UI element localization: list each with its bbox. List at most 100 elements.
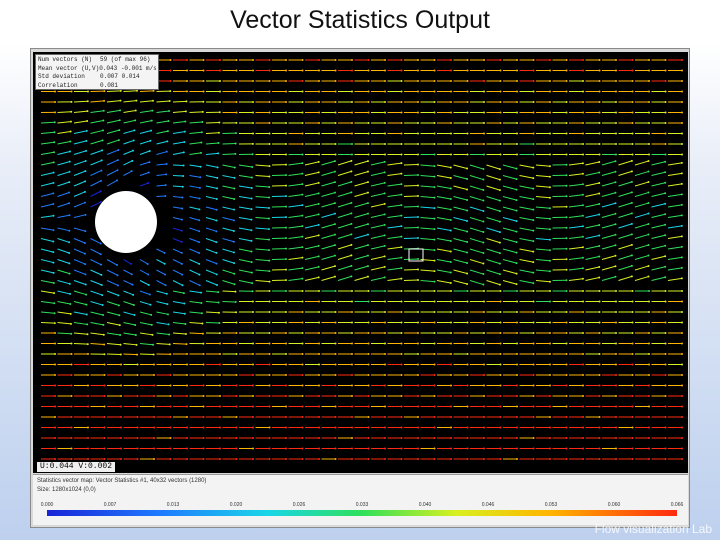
vector-arrow-head <box>565 247 568 250</box>
vector-arrow-head <box>69 120 72 123</box>
stats-value: 59 (of max 96) <box>100 56 151 63</box>
vector-arrow-head <box>417 300 419 303</box>
vector-arrow-head <box>334 353 337 355</box>
vector-arrow-head <box>400 122 403 124</box>
vector-field-display[interactable] <box>33 52 688 473</box>
vector-arrow <box>535 248 550 251</box>
vector-arrow-head <box>516 132 518 135</box>
vector-arrow-head <box>516 59 518 61</box>
vector-arrow-head <box>482 241 485 244</box>
vector-arrow-head <box>549 153 551 156</box>
vector-arrow-head <box>681 122 683 124</box>
vector-arrow-head <box>285 143 287 145</box>
vector-arrow-head <box>499 447 502 450</box>
vector-arrow-head <box>615 353 617 355</box>
vector-arrow <box>205 121 220 124</box>
vector-arrow-head <box>614 212 617 215</box>
vector-arrow-head <box>70 110 73 113</box>
vector-arrow-head <box>631 153 634 156</box>
vector-arrow <box>123 290 134 296</box>
vector-arrow-head <box>482 252 485 255</box>
vector-arrow-head <box>483 80 485 82</box>
vector-arrow-head <box>285 101 287 103</box>
vector-arrow <box>304 161 319 166</box>
vector-arrow-head <box>117 139 120 142</box>
vector-arrow-head <box>516 143 518 145</box>
vector-arrow-head <box>102 313 105 316</box>
vector-arrow-head <box>351 111 353 114</box>
vector-arrow-head <box>648 332 650 334</box>
vector-arrow-head <box>499 311 502 313</box>
vector-arrow-head <box>284 163 287 166</box>
stats-label: Mean vector (U,V) <box>38 64 100 72</box>
vector-arrow-head <box>198 197 201 200</box>
vector-arrow-head <box>664 101 667 103</box>
vector-arrow-head <box>252 321 254 324</box>
vector-arrow-head <box>318 80 320 82</box>
vector-arrow <box>535 185 550 188</box>
stats-value: 0.081 <box>100 81 119 89</box>
vector-arrow <box>618 170 633 176</box>
vector-arrow-head <box>383 160 386 163</box>
vector-arrow-head <box>417 90 419 93</box>
vector-arrow <box>73 290 87 296</box>
vector-arrow <box>519 164 534 169</box>
vector-arrow-head <box>482 168 485 171</box>
vector-arrow-head <box>87 447 89 450</box>
vector-arrow-head <box>366 244 369 247</box>
vector-arrow-head <box>216 187 219 190</box>
vector-arrow-head <box>285 342 287 345</box>
vector-arrow <box>106 322 120 326</box>
vector-arrow-head <box>334 311 337 313</box>
vector-arrow <box>486 206 501 212</box>
vector-arrow-head <box>598 458 601 460</box>
vector-arrow-head <box>433 153 436 156</box>
watermark: Flow visualization Lab <box>594 522 712 536</box>
vector-arrow-head <box>169 447 172 450</box>
vector-arrow <box>205 290 219 293</box>
vector-arrow-head <box>268 165 271 168</box>
vector-arrow-head <box>165 162 168 165</box>
vector-arrow <box>420 238 435 241</box>
vector-arrow-head <box>498 273 501 276</box>
vector-arrow <box>486 164 501 170</box>
cursor-marker <box>408 248 424 262</box>
vector-arrow-head <box>400 458 403 460</box>
vector-arrow-head <box>615 416 617 418</box>
vector-arrow-head <box>151 99 154 102</box>
vector-arrow <box>370 171 385 176</box>
vector-arrow <box>634 192 649 197</box>
vector-arrow-head <box>483 363 485 366</box>
vector-arrow-head <box>483 353 485 355</box>
vector-arrow <box>57 259 70 264</box>
vector-arrow <box>90 248 102 255</box>
vector-arrow <box>453 259 468 264</box>
vector-arrow <box>40 280 54 284</box>
vector-arrow-head <box>565 405 568 408</box>
vector-arrow <box>90 159 102 166</box>
vector-arrow-head <box>366 275 369 278</box>
vector-arrow-head <box>70 363 73 366</box>
vector-arrow <box>205 175 218 179</box>
vector-arrow-head <box>318 311 320 313</box>
vector-arrow-head <box>268 395 271 397</box>
cylinder-obstacle <box>95 191 157 253</box>
vector-arrow-head <box>631 437 634 439</box>
vector-arrow-head <box>268 405 271 408</box>
vector-arrow-head <box>630 222 633 225</box>
vector-arrow-head <box>631 290 634 292</box>
vector-arrow-head <box>131 283 134 286</box>
vector-arrow-head <box>615 363 617 366</box>
vector-arrow-head <box>151 333 154 336</box>
vector-arrow-head <box>598 311 601 313</box>
vector-arrow-head <box>185 343 188 346</box>
vector-arrow-head <box>52 261 55 264</box>
vector-arrow <box>321 213 336 218</box>
vector-arrow <box>337 202 352 208</box>
vector-arrow-head <box>136 447 139 450</box>
vector-arrow <box>288 246 303 250</box>
vector-arrow-head <box>181 185 184 188</box>
vector-arrow-head <box>598 143 601 145</box>
vector-arrow-head <box>136 374 139 376</box>
vector-arrow-head <box>53 312 56 315</box>
